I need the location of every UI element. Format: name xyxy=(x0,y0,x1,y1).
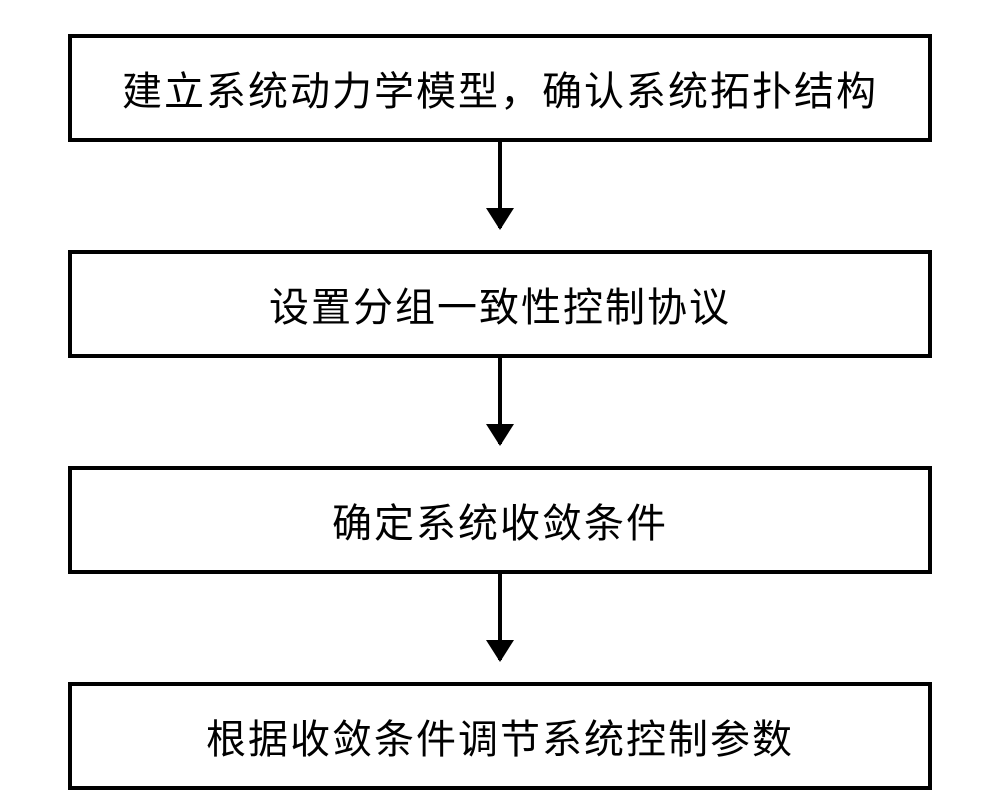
arrow-1-2 xyxy=(498,142,502,228)
flow-step-1-label: 建立系统动力学模型，确认系统拓扑结构 xyxy=(122,59,878,117)
flow-step-4: 根据收敛条件调节系统控制参数 xyxy=(68,682,932,790)
flowchart-canvas: 建立系统动力学模型，确认系统拓扑结构 设置分组一致性控制协议 确定系统收敛条件 … xyxy=(0,0,1000,805)
arrow-2-3 xyxy=(498,358,502,444)
flow-step-1: 建立系统动力学模型，确认系统拓扑结构 xyxy=(68,34,932,142)
flow-step-4-label: 根据收敛条件调节系统控制参数 xyxy=(206,707,794,765)
flow-step-2-label: 设置分组一致性控制协议 xyxy=(269,275,731,333)
flow-step-3: 确定系统收敛条件 xyxy=(68,466,932,574)
flow-step-2: 设置分组一致性控制协议 xyxy=(68,250,932,358)
flow-step-3-label: 确定系统收敛条件 xyxy=(332,491,668,549)
arrow-3-4 xyxy=(498,574,502,660)
